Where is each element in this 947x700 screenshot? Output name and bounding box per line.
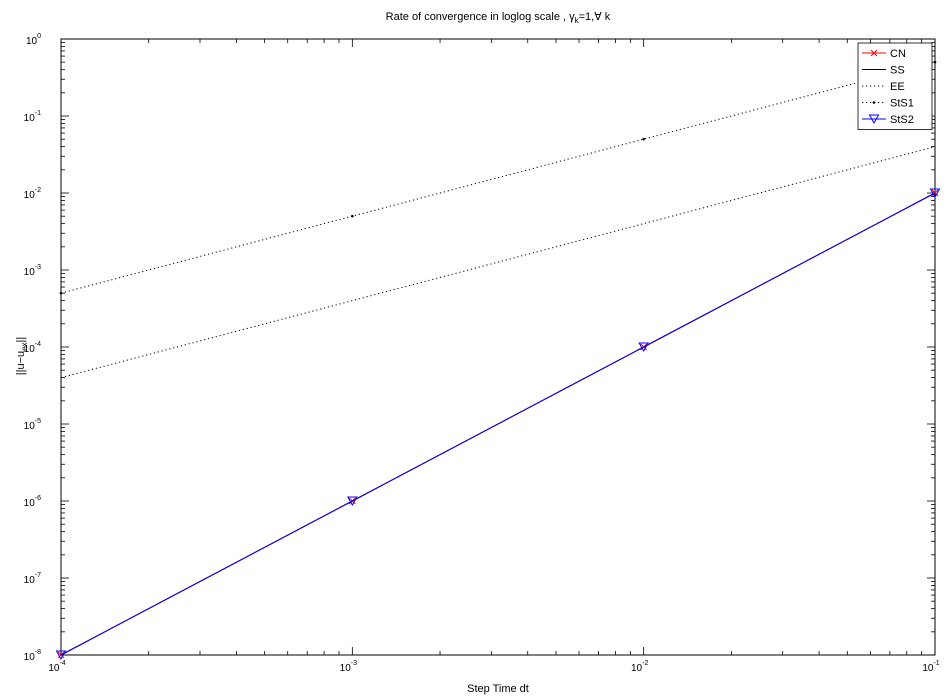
y-tick-label: 10-7 (24, 572, 41, 586)
chart-title: Rate of convergence in loglog scale , γk… (386, 11, 611, 25)
series-line-sts1 (60, 61, 936, 294)
data-point-sts2 (55, 650, 67, 661)
x-tick-label: 10-2 (631, 660, 648, 674)
x-axis-label: Step Time dt (467, 683, 529, 695)
data-point-sts2 (638, 342, 650, 353)
legend-marker-cn (870, 49, 878, 57)
y-tick-label: 100 (26, 33, 41, 47)
data-point-sts1 (351, 214, 354, 218)
y-tick-label: 10-1 (24, 110, 41, 124)
legend-label-sts1: StS1 (890, 98, 914, 110)
plot-area: 10-4 10-3 10-2 10-1 10-8 10-7 10-6 10-5 10-4 10-3… (24, 33, 941, 674)
y-axis-label: ||u−uex|| (15, 337, 29, 376)
series-line-sts2 (60, 192, 936, 656)
x-marker-stroke (870, 49, 878, 57)
y-tick-label: 10-3 (24, 264, 41, 278)
legend-label-ee: EE (890, 81, 905, 93)
y-tick-label: 10-6 (24, 495, 41, 509)
y-tick-label: 10-2 (24, 187, 41, 201)
data-point-sts1 (933, 60, 937, 64)
data-point-sts1 (59, 291, 63, 295)
legend-label-cn: CN (890, 48, 906, 60)
x-tick-label: 10-4 (48, 660, 65, 674)
data-point-sts2 (346, 496, 358, 507)
legend-label-sts2: StS2 (890, 114, 914, 126)
data-point-sts2 (929, 188, 941, 199)
legend-label-ss: SS (890, 65, 905, 77)
series-line-ee (60, 146, 936, 379)
x-tick-label: 10-1 (922, 660, 939, 674)
y-tick-label: 10-5 (24, 418, 41, 432)
y-tick-label: 10-4 (24, 341, 41, 355)
data-point-sts1 (642, 137, 645, 141)
legend: CN SS EE StS1 StS2 (857, 42, 933, 130)
y-tick-label: 10-8 (24, 649, 41, 663)
legend-marker-sts1 (872, 101, 876, 104)
legend-marker-sts2 (868, 114, 880, 125)
x-tick-label: 10-3 (340, 660, 357, 674)
